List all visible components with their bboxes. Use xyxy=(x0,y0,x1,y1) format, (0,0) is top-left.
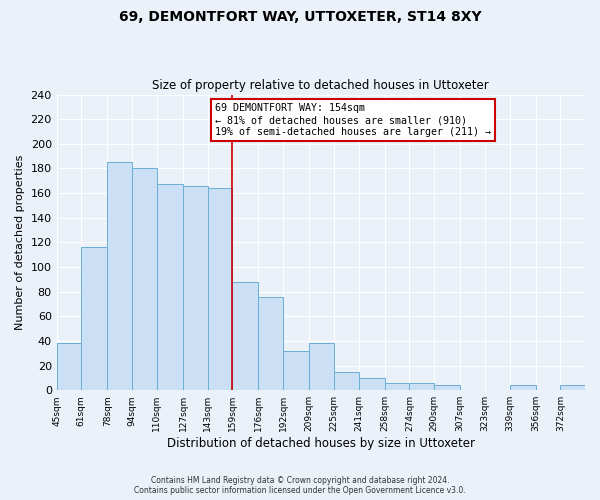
Bar xyxy=(157,184,183,390)
Bar xyxy=(183,186,208,390)
Bar xyxy=(232,282,259,390)
Bar xyxy=(283,351,309,390)
X-axis label: Distribution of detached houses by size in Uttoxeter: Distribution of detached houses by size … xyxy=(167,437,475,450)
Bar xyxy=(409,383,434,390)
Bar xyxy=(56,344,82,390)
Title: Size of property relative to detached houses in Uttoxeter: Size of property relative to detached ho… xyxy=(152,79,489,92)
Bar xyxy=(509,386,536,390)
Bar xyxy=(208,188,232,390)
Bar xyxy=(434,386,460,390)
Bar xyxy=(82,248,107,390)
Bar xyxy=(309,344,334,390)
Text: Contains HM Land Registry data © Crown copyright and database right 2024.
Contai: Contains HM Land Registry data © Crown c… xyxy=(134,476,466,495)
Bar xyxy=(132,168,157,390)
Bar xyxy=(560,386,585,390)
Text: 69, DEMONTFORT WAY, UTTOXETER, ST14 8XY: 69, DEMONTFORT WAY, UTTOXETER, ST14 8XY xyxy=(119,10,481,24)
Bar xyxy=(359,378,385,390)
Text: 69 DEMONTFORT WAY: 154sqm
← 81% of detached houses are smaller (910)
19% of semi: 69 DEMONTFORT WAY: 154sqm ← 81% of detac… xyxy=(215,104,491,136)
Bar xyxy=(334,372,359,390)
Y-axis label: Number of detached properties: Number of detached properties xyxy=(15,154,25,330)
Bar xyxy=(385,383,409,390)
Bar xyxy=(107,162,132,390)
Bar xyxy=(259,296,283,390)
